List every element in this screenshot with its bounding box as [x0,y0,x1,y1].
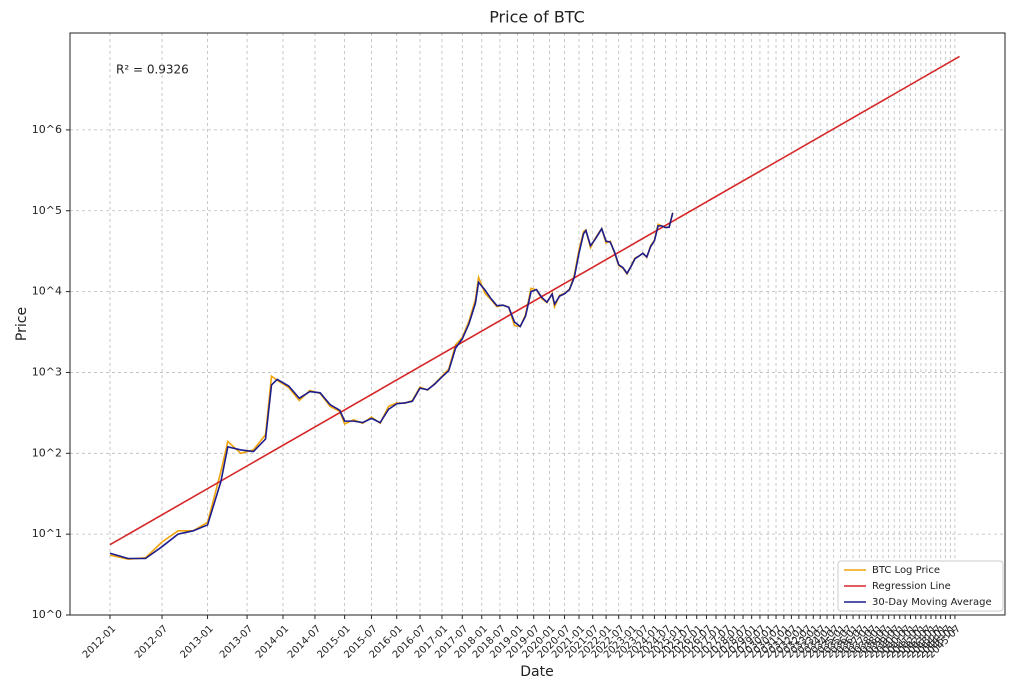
y-tick-label: 10^2 [32,446,62,459]
x-tick-label: 2014-01 [254,623,291,660]
y-tick-label: 10^5 [32,204,62,217]
series-line [109,55,960,546]
x-tick-label: 2013-07 [218,623,255,660]
series-line [109,212,674,561]
legend-label: 30-Day Moving Average [872,597,992,608]
x-tick-label: 2012-01 [81,623,118,660]
y-axis-label: Price [14,307,30,341]
y-tick-label: 10^4 [32,285,62,298]
chart-title: Price of BTC [489,8,585,27]
x-tick-label: 2013-01 [178,623,215,660]
r-squared: R² = 0.9326 [116,63,189,77]
legend-label: Regression Line [872,581,951,592]
x-axis-label: Date [520,664,553,680]
y-tick-label: 10^1 [32,527,62,540]
x-tick-label: 2012-07 [133,623,170,660]
y-tick-label: 10^6 [32,123,62,136]
plot-frame [69,32,1006,616]
series-line [109,212,674,560]
legend-box [837,560,1004,612]
legend-label: BTC Log Price [872,565,940,576]
y-tick-label: 10^3 [32,365,62,378]
y-tick-label: 10^0 [32,608,62,621]
